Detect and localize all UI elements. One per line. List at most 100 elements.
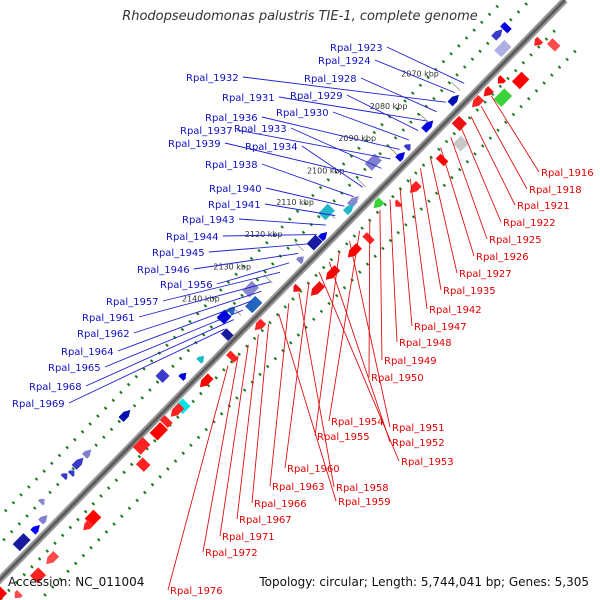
gene-label-plus[interactable]: Rpal_1930 bbox=[276, 108, 329, 119]
gene-plus[interactable] bbox=[71, 455, 86, 470]
gene-plus[interactable] bbox=[196, 353, 206, 364]
gene-label-plus[interactable]: Rpal_1937 bbox=[180, 126, 233, 137]
gene-minus[interactable] bbox=[345, 243, 362, 260]
gene-label-minus[interactable]: Rpal_1958 bbox=[336, 483, 389, 494]
gene-label-plus[interactable]: Rpal_1936 bbox=[205, 113, 258, 124]
gene-label-minus[interactable]: Rpal_1972 bbox=[205, 548, 258, 559]
gene-minus[interactable] bbox=[371, 197, 385, 211]
gene-label-plus[interactable]: Rpal_1957 bbox=[106, 297, 159, 308]
gene-label-minus[interactable]: Rpal_1952 bbox=[392, 438, 445, 449]
gene-minus[interactable] bbox=[80, 519, 94, 533]
gene-label-plus[interactable]: Rpal_1929 bbox=[290, 91, 343, 102]
gene-minus[interactable] bbox=[12, 590, 23, 600]
gene-minus[interactable] bbox=[451, 115, 467, 132]
gene-label-minus[interactable]: Rpal_1951 bbox=[392, 423, 445, 434]
gene-minus[interactable] bbox=[132, 436, 151, 455]
gene-plus[interactable] bbox=[155, 368, 170, 383]
gene-plus[interactable] bbox=[395, 150, 407, 162]
gene-label-plus[interactable]: Rpal_1932 bbox=[186, 73, 239, 84]
gene-label-minus[interactable]: Rpal_1949 bbox=[384, 356, 437, 367]
gene-minus[interactable] bbox=[531, 36, 544, 49]
gene-minus[interactable] bbox=[407, 180, 422, 196]
gene-plus[interactable] bbox=[38, 513, 50, 525]
gene-plus[interactable] bbox=[226, 304, 238, 316]
gene-label-plus[interactable]: Rpal_1941 bbox=[208, 200, 261, 211]
gene-label-plus[interactable]: Rpal_1931 bbox=[222, 93, 275, 104]
gene-label-minus[interactable]: Rpal_1922 bbox=[503, 218, 556, 229]
gene-label-minus[interactable]: Rpal_1918 bbox=[529, 185, 582, 196]
gene-label-plus[interactable]: Rpal_1968 bbox=[29, 382, 82, 393]
gene-plus[interactable] bbox=[220, 328, 234, 341]
gene-label-minus[interactable]: Rpal_1947 bbox=[414, 322, 467, 333]
gene-plus[interactable] bbox=[491, 27, 505, 41]
gene-plus[interactable] bbox=[318, 230, 330, 242]
gene-label-plus[interactable]: Rpal_1939 bbox=[168, 139, 221, 150]
gene-label-plus[interactable]: Rpal_1945 bbox=[152, 248, 205, 259]
gene-minus[interactable] bbox=[0, 585, 8, 600]
gene-plus[interactable] bbox=[242, 280, 259, 298]
gene-plus[interactable] bbox=[245, 295, 263, 314]
gene-minus[interactable] bbox=[29, 567, 47, 584]
gene-label-plus[interactable]: Rpal_1946 bbox=[137, 265, 190, 276]
gene-plus[interactable] bbox=[494, 39, 512, 58]
gene-label-minus[interactable]: Rpal_1963 bbox=[272, 482, 325, 493]
gene-plus[interactable] bbox=[500, 21, 512, 34]
gene-minus[interactable] bbox=[546, 38, 561, 52]
gene-label-plus[interactable]: Rpal_1924 bbox=[318, 56, 371, 67]
gene-plus[interactable] bbox=[60, 471, 70, 481]
gene-minus[interactable] bbox=[43, 551, 60, 567]
gene-label-plus[interactable]: Rpal_1956 bbox=[160, 280, 213, 291]
gene-plus[interactable] bbox=[342, 202, 356, 216]
gene-label-minus[interactable]: Rpal_1953 bbox=[401, 457, 454, 468]
gene-label-minus[interactable]: Rpal_1960 bbox=[287, 464, 340, 475]
gene-minus[interactable] bbox=[252, 318, 267, 333]
gene-label-minus[interactable]: Rpal_1942 bbox=[429, 305, 482, 316]
gene-label-minus[interactable]: Rpal_1935 bbox=[443, 286, 496, 297]
gene-label-plus[interactable]: Rpal_1961 bbox=[82, 313, 135, 324]
gene-label-minus[interactable]: Rpal_1950 bbox=[371, 373, 424, 384]
gene-minus[interactable] bbox=[226, 350, 239, 363]
gene-label-minus[interactable]: Rpal_1966 bbox=[254, 499, 307, 510]
gene-minus[interactable] bbox=[469, 95, 484, 110]
gene-plus[interactable] bbox=[178, 370, 188, 381]
gene-label-plus[interactable]: Rpal_1928 bbox=[304, 74, 357, 85]
gene-minus[interactable] bbox=[291, 283, 302, 295]
gene-plus[interactable] bbox=[447, 92, 462, 107]
gene-plus[interactable] bbox=[37, 497, 47, 506]
gene-label-plus[interactable]: Rpal_1940 bbox=[209, 184, 262, 195]
gene-plus[interactable] bbox=[347, 194, 361, 208]
gene-label-plus[interactable]: Rpal_1969 bbox=[12, 399, 65, 410]
gene-minus[interactable] bbox=[452, 135, 469, 152]
gene-label-minus[interactable]: Rpal_1976 bbox=[170, 586, 223, 597]
gene-label-plus[interactable]: Rpal_1962 bbox=[77, 329, 130, 340]
gene-label-plus[interactable]: Rpal_1934 bbox=[245, 142, 298, 153]
gene-minus[interactable] bbox=[149, 422, 168, 441]
gene-label-minus[interactable]: Rpal_1967 bbox=[239, 515, 292, 526]
gene-plus[interactable] bbox=[296, 254, 306, 265]
gene-plus[interactable] bbox=[364, 153, 382, 171]
gene-label-minus[interactable]: Rpal_1927 bbox=[459, 269, 512, 280]
gene-plus[interactable] bbox=[12, 533, 31, 552]
gene-plus[interactable] bbox=[318, 203, 335, 221]
gene-minus[interactable] bbox=[435, 153, 449, 167]
gene-minus[interactable] bbox=[495, 75, 507, 86]
gene-label-minus[interactable]: Rpal_1921 bbox=[517, 201, 570, 212]
gene-minus[interactable] bbox=[493, 88, 513, 107]
gene-label-minus[interactable]: Rpal_1971 bbox=[222, 532, 275, 543]
gene-label-minus[interactable]: Rpal_1954 bbox=[331, 417, 384, 428]
gene-plus[interactable] bbox=[306, 234, 323, 251]
gene-label-minus[interactable]: Rpal_1959 bbox=[338, 497, 391, 508]
gene-plus[interactable] bbox=[421, 118, 436, 133]
gene-plus[interactable] bbox=[82, 447, 94, 459]
gene-label-plus[interactable]: Rpal_1944 bbox=[166, 232, 219, 243]
gene-minus[interactable] bbox=[168, 402, 185, 420]
gene-label-plus[interactable]: Rpal_1964 bbox=[61, 347, 114, 358]
gene-plus[interactable] bbox=[403, 142, 413, 152]
gene-minus[interactable] bbox=[159, 415, 173, 428]
gene-plus[interactable] bbox=[67, 468, 77, 477]
gene-label-minus[interactable]: Rpal_1955 bbox=[317, 432, 370, 443]
gene-minus[interactable] bbox=[481, 86, 494, 99]
gene-label-plus[interactable]: Rpal_1923 bbox=[330, 43, 383, 54]
gene-plus[interactable] bbox=[30, 523, 42, 535]
gene-label-plus[interactable]: Rpal_1943 bbox=[182, 215, 235, 226]
